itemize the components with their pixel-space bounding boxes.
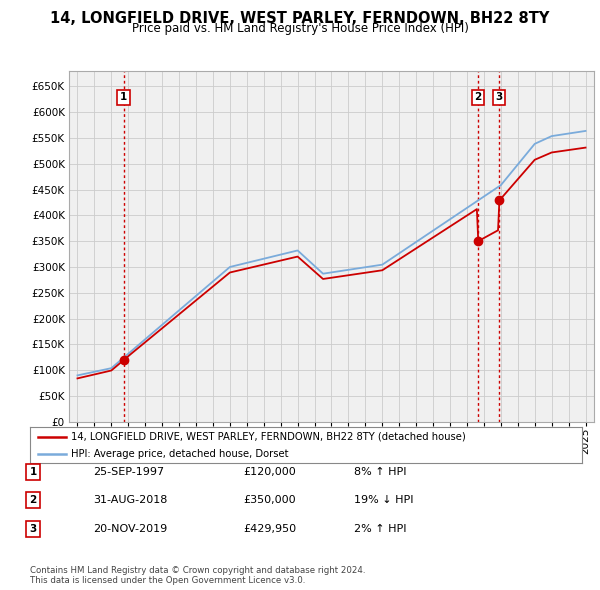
Text: 3: 3	[496, 92, 503, 102]
Text: 2: 2	[475, 92, 482, 102]
Text: 14, LONGFIELD DRIVE, WEST PARLEY, FERNDOWN, BH22 8TY (detached house): 14, LONGFIELD DRIVE, WEST PARLEY, FERNDO…	[71, 432, 466, 442]
Text: 1: 1	[29, 467, 37, 477]
Text: 19% ↓ HPI: 19% ↓ HPI	[354, 496, 413, 505]
Text: 8% ↑ HPI: 8% ↑ HPI	[354, 467, 407, 477]
Text: 20-NOV-2019: 20-NOV-2019	[93, 524, 167, 533]
Text: £429,950: £429,950	[243, 524, 296, 533]
Text: 3: 3	[29, 524, 37, 533]
Text: 1: 1	[120, 92, 127, 102]
Text: Price paid vs. HM Land Registry's House Price Index (HPI): Price paid vs. HM Land Registry's House …	[131, 22, 469, 35]
Text: £120,000: £120,000	[243, 467, 296, 477]
Text: £350,000: £350,000	[243, 496, 296, 505]
Text: Contains HM Land Registry data © Crown copyright and database right 2024.
This d: Contains HM Land Registry data © Crown c…	[30, 566, 365, 585]
Text: 25-SEP-1997: 25-SEP-1997	[93, 467, 164, 477]
Text: HPI: Average price, detached house, Dorset: HPI: Average price, detached house, Dors…	[71, 449, 289, 459]
Text: 2% ↑ HPI: 2% ↑ HPI	[354, 524, 407, 533]
Text: 14, LONGFIELD DRIVE, WEST PARLEY, FERNDOWN, BH22 8TY: 14, LONGFIELD DRIVE, WEST PARLEY, FERNDO…	[50, 11, 550, 25]
Text: 31-AUG-2018: 31-AUG-2018	[93, 496, 167, 505]
Text: 2: 2	[29, 496, 37, 505]
